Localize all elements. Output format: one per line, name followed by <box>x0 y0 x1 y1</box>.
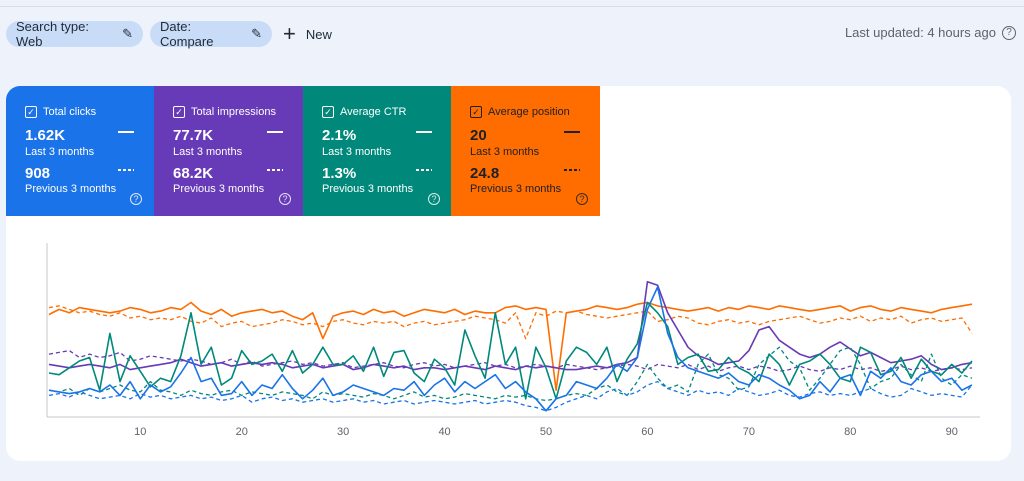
chart-axes <box>46 243 980 418</box>
checkbox-checked-icon[interactable]: ✓ <box>173 106 185 118</box>
series-line-average-ctr-current <box>48 301 973 400</box>
help-icon[interactable]: ? <box>279 193 291 205</box>
metric-current-period: Last 3 months <box>173 146 243 158</box>
series-line-total-clicks-previous <box>48 380 973 412</box>
last-updated-text: Last updated: 4 hours ago <box>844 25 996 40</box>
date-filter-label: Date: Compare <box>160 19 214 49</box>
help-icon[interactable]: ? <box>576 193 588 205</box>
metric-tile-average-position[interactable]: ✓ Average position 20 Last 3 months 24.8 … <box>451 86 600 216</box>
checkbox-checked-icon[interactable]: ✓ <box>470 106 482 118</box>
metric-tile-total-impressions[interactable]: ✓ Total impressions 77.7K Last 3 months 6… <box>154 86 303 216</box>
series-line-average-position-previous <box>48 305 973 340</box>
metric-current-value: 20 <box>470 127 487 144</box>
checkbox-checked-icon[interactable]: ✓ <box>322 106 334 118</box>
metric-current-value: 1.62K <box>25 127 66 144</box>
performance-card: ✓ Total clicks 1.62K Last 3 months 908 Pr… <box>6 86 1011 461</box>
new-filter-label: New <box>305 26 332 42</box>
metric-previous-period: Previous 3 months <box>470 183 562 195</box>
metric-current-period: Last 3 months <box>322 146 392 158</box>
series-line-total-clicks-current <box>48 286 973 412</box>
x-tick-label: 10 <box>134 426 146 438</box>
x-tick-label: 80 <box>844 426 856 438</box>
metric-previous-value: 68.2K <box>173 165 214 182</box>
metric-current-period: Last 3 months <box>470 146 540 158</box>
date-filter-chip[interactable]: Date: Compare ✎ <box>150 19 272 49</box>
x-tick-label: 20 <box>236 426 248 438</box>
dashed-line-legend-icon <box>416 169 432 171</box>
top-divider <box>0 6 1024 7</box>
search-type-filter-chip[interactable]: Search type: Web ✎ <box>6 19 143 49</box>
plus-icon: + <box>283 21 296 46</box>
x-tick-label: 60 <box>641 426 653 438</box>
metric-label: Total impressions <box>191 106 276 118</box>
solid-line-legend-icon <box>267 131 283 133</box>
solid-line-legend-icon <box>564 131 580 133</box>
x-tick-label: 90 <box>946 426 958 438</box>
series-line-average-position-current <box>48 301 973 392</box>
metric-previous-value: 908 <box>25 165 51 182</box>
chart-series-layer <box>48 281 973 412</box>
dashed-line-legend-icon <box>564 169 580 171</box>
metric-previous-period: Previous 3 months <box>25 183 117 195</box>
metric-previous-value: 1.3% <box>322 165 357 182</box>
solid-line-legend-icon <box>416 131 432 133</box>
x-tick-label: 30 <box>337 426 349 438</box>
last-updated: Last updated: 4 hours ago ? <box>845 25 1016 40</box>
help-icon[interactable]: ? <box>428 193 440 205</box>
help-icon[interactable]: ? <box>1002 25 1016 40</box>
series-line-average-ctr-previous <box>48 346 973 402</box>
x-tick-label: 50 <box>540 426 552 438</box>
edit-pencil-icon[interactable]: ✎ <box>251 26 262 41</box>
metric-current-value: 77.7K <box>173 127 214 144</box>
metric-tile-average-ctr[interactable]: ✓ Average CTR 2.1% Last 3 months 1.3% Pre… <box>303 86 452 216</box>
chart-x-tick-labels: 10 20 30 40 50 60 70 80 90 <box>134 426 958 438</box>
metric-previous-period: Previous 3 months <box>173 183 265 195</box>
edit-pencil-icon[interactable]: ✎ <box>122 26 133 41</box>
new-filter-button[interactable]: + New <box>283 21 332 47</box>
metric-tile-total-clicks[interactable]: ✓ Total clicks 1.62K Last 3 months 908 Pr… <box>6 86 154 216</box>
x-tick-label: 40 <box>438 426 450 438</box>
metric-previous-value: 24.8 <box>470 165 500 182</box>
metric-current-value: 2.1% <box>322 127 357 144</box>
checkbox-checked-icon[interactable]: ✓ <box>25 106 37 118</box>
metric-label: Average CTR <box>340 106 407 118</box>
metric-label: Total clicks <box>43 106 97 118</box>
solid-line-legend-icon <box>118 131 134 133</box>
metric-previous-period: Previous 3 months <box>322 183 414 195</box>
performance-line-chart[interactable]: 10 20 30 40 50 60 70 80 90 <box>0 86 1011 461</box>
metric-current-period: Last 3 months <box>25 146 95 158</box>
search-type-filter-label: Search type: Web <box>16 19 89 49</box>
help-icon[interactable]: ? <box>130 193 142 205</box>
dashed-line-legend-icon <box>267 169 283 171</box>
metric-label: Average position <box>488 106 570 118</box>
dashed-line-legend-icon <box>118 169 134 171</box>
x-tick-label: 70 <box>743 426 755 438</box>
